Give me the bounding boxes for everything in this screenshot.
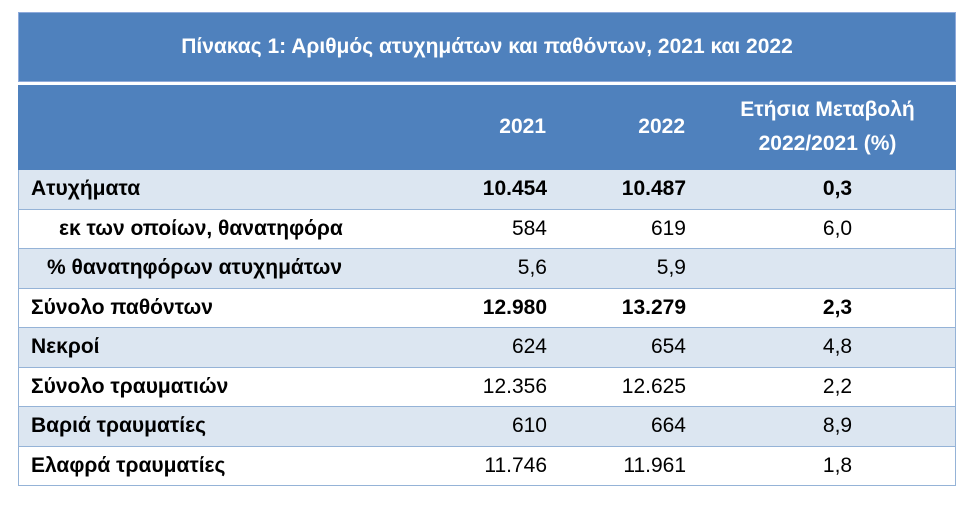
value-2021: 11.746 — [484, 453, 547, 477]
header-2022: 2022 — [638, 114, 685, 138]
value-change: 4,8 — [822, 335, 853, 359]
value-2021: 610 — [511, 414, 547, 438]
value-change: 0,3 — [822, 177, 853, 201]
row-label: Νεκροί — [31, 335, 100, 359]
row-label: Βαριά τραυματίες — [31, 414, 206, 438]
value-2021: 584 — [511, 216, 547, 240]
header-annual-change: Ετήσια Μεταβολή 2022/2021 (%) — [699, 85, 956, 168]
header-label-cell — [18, 85, 422, 168]
header-annual-change-line2: 2022/2021 (%) — [758, 131, 897, 155]
table-row: Ελαφρά τραυματίες 11.746 11.961 1,8 — [18, 446, 956, 486]
value-change — [700, 249, 957, 288]
value-2021: 12.980 — [482, 295, 547, 319]
value-change: 8,9 — [822, 414, 853, 438]
table-row: εκ των οποίων, θανατηφόρα 584 619 6,0 — [18, 209, 956, 249]
value-2021: 10.454 — [482, 177, 547, 201]
table-title: Πίνακας 1: Αριθμός ατυχημάτων και παθόντ… — [18, 12, 956, 82]
value-2022: 5,9 — [656, 256, 686, 280]
table-row: Νεκροί 624 654 4,8 — [18, 328, 956, 368]
table-row: Ατυχήματα 10.454 10.487 0,3 — [18, 170, 956, 210]
value-2022: 664 — [650, 414, 686, 438]
table-row: Βαριά τραυματίες 610 664 8,9 — [18, 407, 956, 447]
value-2022: 11.961 — [623, 453, 686, 477]
value-2022: 619 — [650, 216, 686, 240]
row-label: Σύνολο τραυματιών — [31, 374, 229, 398]
row-label: εκ των οποίων, θανατηφόρα — [59, 216, 343, 240]
row-label: Ατυχήματα — [31, 177, 141, 201]
value-2022: 12.625 — [621, 374, 686, 398]
value-2022: 10.487 — [621, 177, 686, 201]
value-change: 2,3 — [822, 295, 853, 319]
header-2021: 2021 — [499, 114, 546, 138]
table-row: % θανατηφόρων ατυχημάτων 5,6 5,9 — [18, 249, 956, 289]
table-header-row: 2021 2022 Ετήσια Μεταβολή 2022/2021 (%) — [18, 82, 956, 168]
value-change: 1,8 — [822, 453, 853, 477]
table-body: Ατυχήματα 10.454 10.487 0,3 εκ των οποίω… — [18, 168, 956, 486]
accidents-table: Πίνακας 1: Αριθμός ατυχημάτων και παθόντ… — [18, 12, 956, 486]
table-row: Σύνολο τραυματιών 12.356 12.625 2,2 — [18, 367, 956, 407]
value-2022: 654 — [650, 335, 686, 359]
value-change: 6,0 — [822, 216, 853, 240]
table-row: Σύνολο παθόντων 12.980 13.279 2,3 — [18, 288, 956, 328]
header-annual-change-line1: Ετήσια Μεταβολή — [740, 97, 915, 121]
value-2021: 624 — [511, 335, 547, 359]
value-2022: 13.279 — [621, 295, 686, 319]
value-change: 2,2 — [822, 374, 853, 398]
value-2021: 12.356 — [482, 374, 547, 398]
row-label: % θανατηφόρων ατυχημάτων — [47, 256, 343, 280]
value-2021: 5,6 — [517, 256, 547, 280]
row-label: Σύνολο παθόντων — [31, 295, 213, 319]
row-label: Ελαφρά τραυματίες — [31, 453, 226, 477]
